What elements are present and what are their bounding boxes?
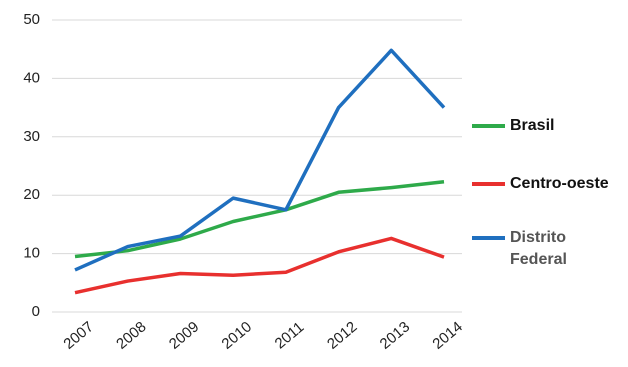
y-tick-label: 50 — [23, 11, 40, 28]
x-tick-label: 2007 — [60, 318, 96, 352]
legend-label: Brasil — [510, 117, 555, 134]
y-tick-label: 0 — [32, 303, 40, 320]
x-tick-label: 2009 — [166, 318, 202, 352]
y-tick-label: 30 — [23, 128, 40, 145]
y-tick-label: 20 — [23, 186, 40, 203]
x-tick-label: 2012 — [324, 318, 360, 352]
series-line — [74, 236, 445, 295]
x-tick-label: 2013 — [377, 318, 413, 352]
legend-label: Distrito Federal — [510, 229, 567, 268]
x-tick-label: 2010 — [219, 318, 255, 352]
series-line — [74, 180, 445, 259]
series-line — [74, 48, 446, 272]
y-tick-label: 40 — [23, 69, 40, 86]
y-tick-label: 10 — [23, 245, 40, 262]
x-tick-label: 2014 — [429, 318, 465, 352]
legend-label: Centro-oeste — [510, 175, 609, 192]
x-tick-label: 2011 — [272, 319, 308, 353]
x-tick-label: 2008 — [113, 318, 149, 352]
